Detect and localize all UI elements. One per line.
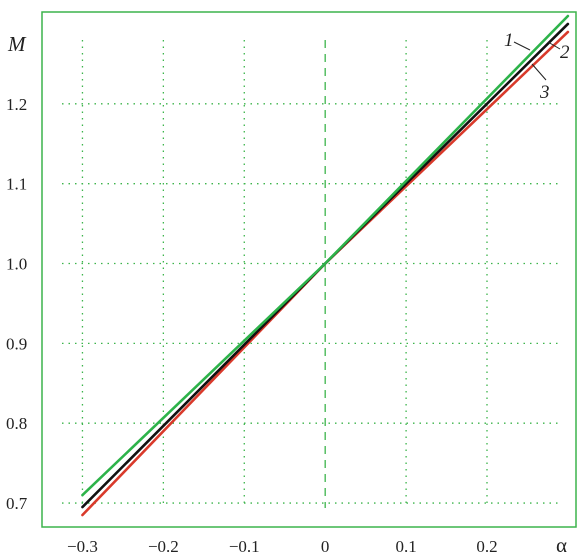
curve-label-leader (531, 63, 547, 81)
x-tick-label: −0.2 (148, 537, 179, 556)
y-tick-label: 0.8 (6, 414, 27, 433)
curve-label-1: 1 (504, 30, 514, 51)
x-tick-label: 0.2 (476, 537, 497, 556)
x-tick-label: 0.1 (395, 537, 416, 556)
plot-frame (41, 11, 577, 528)
y-tick-label: 0.7 (6, 494, 28, 513)
grid (62, 40, 560, 508)
y-tick-label: 1.2 (6, 95, 27, 114)
curve-label-leader (513, 41, 531, 51)
series-line-3 (81, 30, 570, 517)
x-tick-label: 0 (321, 537, 330, 556)
y-tick-labels: 0.7 0.8 0.9 1.0 1.1 1.2 (6, 95, 28, 513)
curve-label-2: 2 (560, 42, 570, 63)
x-tick-label: −0.1 (229, 537, 260, 556)
series-line-1 (81, 14, 570, 497)
y-tick-label: 0.9 (6, 334, 27, 353)
series-group (81, 14, 570, 517)
y-tick-label: 1.1 (6, 175, 27, 194)
y-axis-title: M (7, 32, 27, 56)
curve-label-3: 3 (539, 82, 550, 103)
x-tick-label: −0.3 (67, 537, 98, 556)
curve-labels: 1 23 (504, 30, 570, 103)
x-axis-title: α (556, 533, 567, 556)
y-tick-label: 1.0 (6, 255, 27, 274)
curve-label-leader (547, 41, 561, 50)
x-tick-labels: −0.3 −0.2 −0.1 0 0.1 0.2 (67, 537, 498, 556)
